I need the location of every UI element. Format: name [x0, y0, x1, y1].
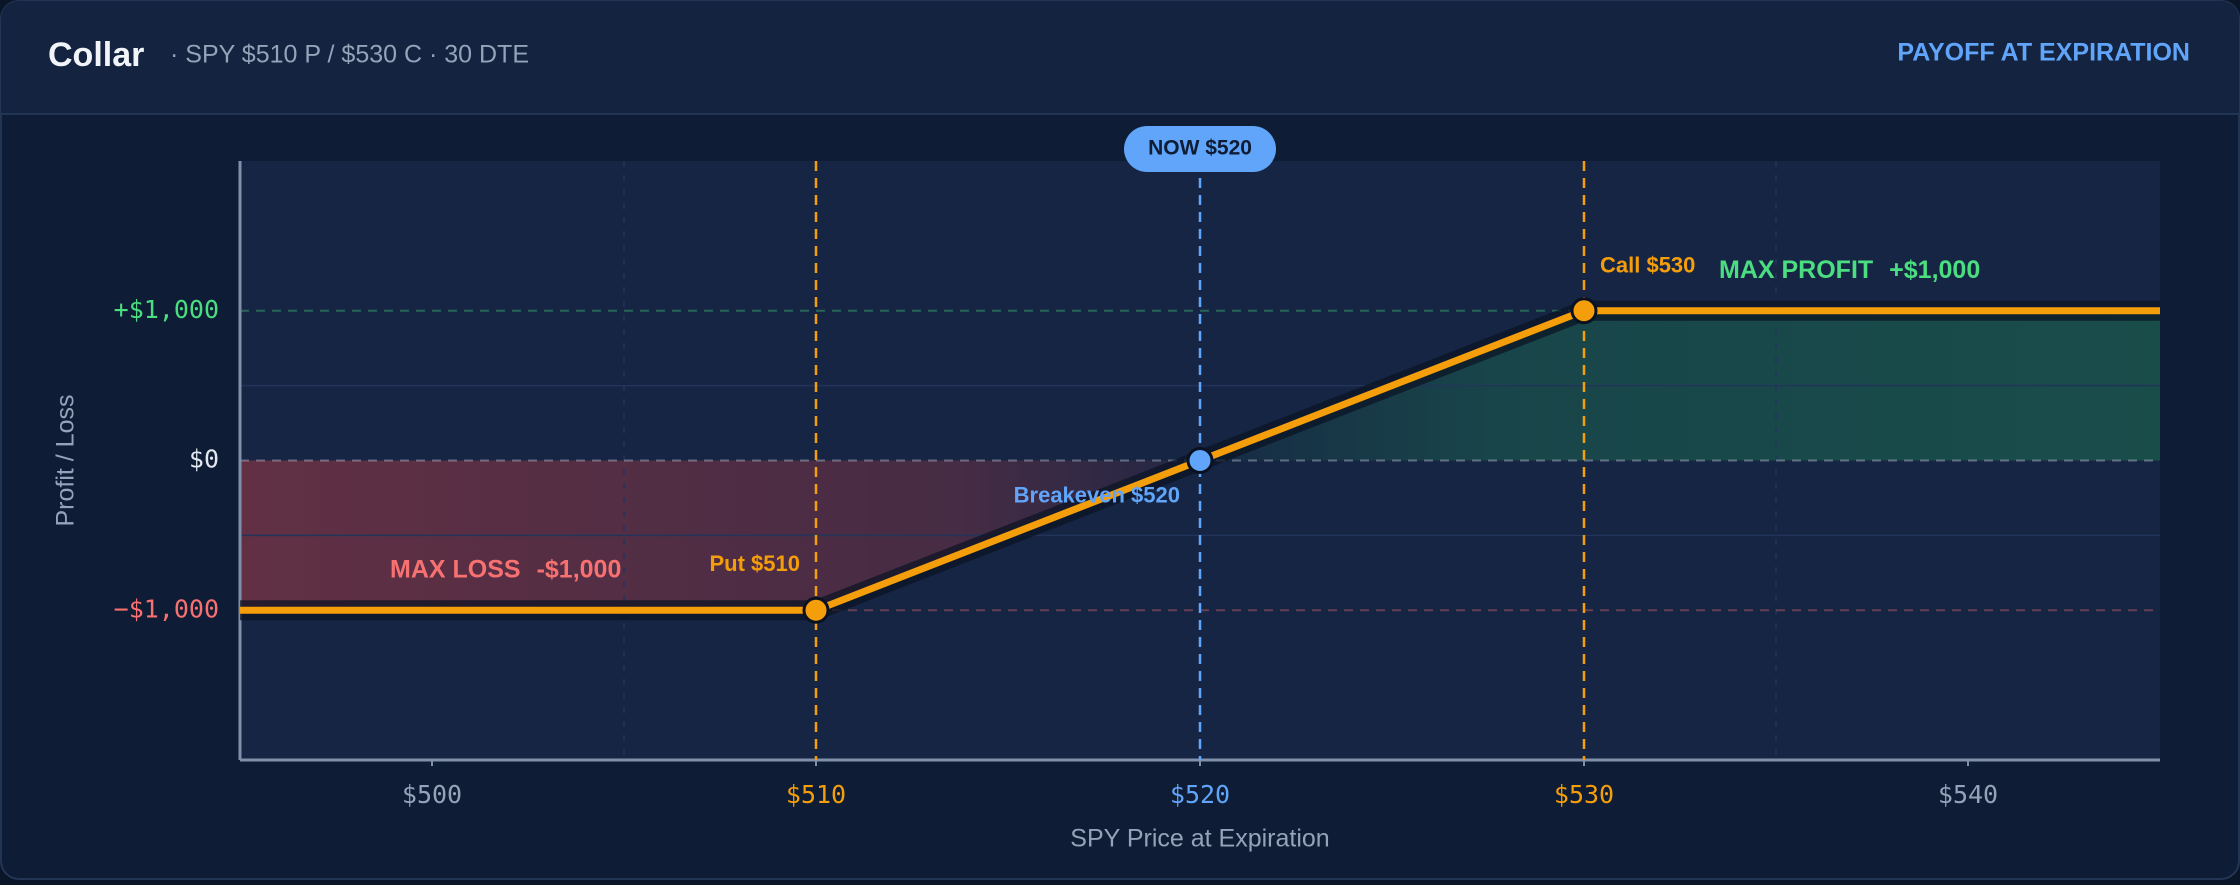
mode-label: PAYOFF AT EXPIRATION [1897, 39, 2190, 67]
title: Collar [48, 36, 144, 74]
x-tick-label: $520 [1170, 780, 1230, 809]
reference-label: Breakeven $520 [1014, 482, 1180, 507]
marker [802, 596, 830, 624]
y-tick-label: −$1,000 [114, 594, 219, 623]
annotation-text: MAX LOSS [390, 555, 521, 583]
annotation: MAX LOSS -$1,000 [390, 555, 621, 583]
x-axis-label: SPY Price at Expiration [1070, 825, 1329, 853]
x-tick-label: $510 [786, 780, 846, 809]
y-tick-label: +$1,000 [114, 295, 219, 324]
annotation-value: -$1,000 [537, 555, 622, 583]
annotation-value: +$1,000 [1889, 255, 1980, 283]
now-badge [1124, 126, 1276, 172]
subtitle: · SPY $510 P / $530 C · 30 DTE [170, 41, 529, 69]
marker [1186, 447, 1214, 474]
x-tick-label: $540 [1938, 780, 1998, 809]
header-bar [1, 1, 2239, 114]
now-badge-label: NOW $520 [1148, 137, 1252, 160]
marker [1570, 297, 1598, 325]
x-tick-label: $500 [402, 780, 462, 809]
reference-label: Put $510 [710, 551, 801, 576]
reference-label: Call $530 [1600, 253, 1695, 278]
annotation-text: MAX PROFIT [1719, 255, 1873, 283]
y-tick-label: $0 [189, 445, 219, 474]
annotation: MAX PROFIT +$1,000 [1719, 255, 1980, 283]
x-tick-label: $530 [1554, 780, 1614, 809]
y-axis-label: Profit / Loss [52, 395, 80, 527]
